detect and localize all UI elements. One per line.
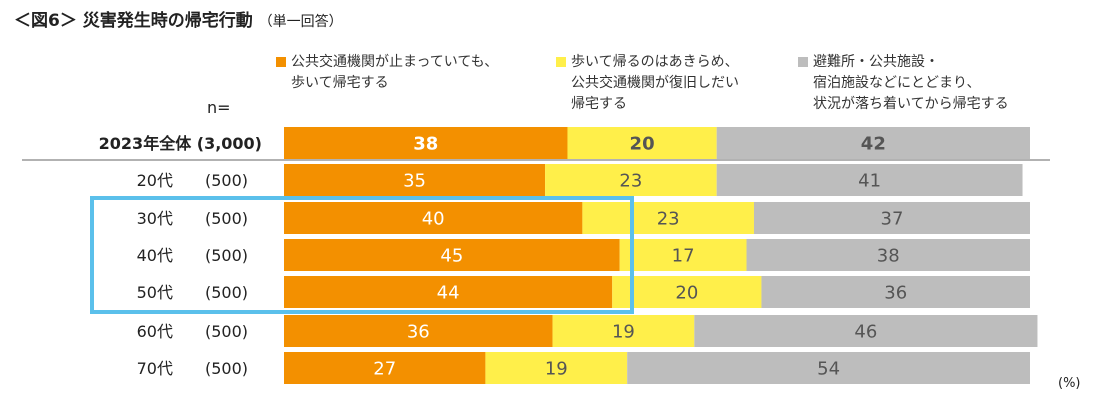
legend-swatch (556, 57, 566, 67)
data-label: 37 (881, 209, 904, 230)
category-label: 60代 (137, 322, 173, 341)
legend-item-walk-home: 公共交通機関が止まっていても、 歩いて帰宅する (276, 52, 498, 94)
data-label: 45 (440, 246, 463, 267)
category-label: 50代 (137, 283, 173, 302)
bar-segment (284, 164, 546, 196)
legend-label: 公共交通機関が止まっていても、 歩いて帰宅する (291, 54, 499, 91)
n-label: n= (207, 98, 231, 117)
bar-segment (545, 164, 717, 196)
sample-size-label: (500) (205, 359, 248, 378)
data-label: 54 (817, 359, 840, 380)
data-label: 42 (861, 134, 886, 155)
sample-size-label: (500) (205, 283, 248, 302)
data-label: 27 (373, 359, 396, 380)
data-label: 44 (437, 283, 460, 304)
bar-segment (284, 276, 613, 308)
sample-size-label: (500) (205, 246, 248, 265)
chart-title: ＜図6＞ 災害発生時の帰宅行動 （単一回答） (14, 6, 343, 31)
legend-label: 避難所・公共施設・ 宿泊施設などにとどまり、 状況が落ち着いてから帰宅する (813, 54, 1009, 112)
bar-segment (284, 239, 620, 271)
data-label: 23 (657, 209, 680, 230)
legend-swatch (276, 57, 286, 67)
data-label: 38 (413, 134, 438, 155)
bar-segment (716, 127, 1030, 159)
bar-segment (284, 202, 583, 234)
data-label: 36 (884, 283, 907, 304)
category-label: 2023年全体 (3,000) (99, 134, 262, 153)
bar-segment (582, 202, 754, 234)
data-label: 17 (672, 246, 695, 267)
legend-label: 歩いて帰るのはあきらめ、 公共交通機関が復旧しだい 帰宅する (571, 54, 739, 112)
bar-segment (619, 239, 747, 271)
data-label: 19 (545, 359, 568, 380)
sample-size-label: (500) (205, 322, 248, 341)
bar-segment (284, 315, 553, 347)
category-label: 70代 (137, 359, 173, 378)
data-label: 23 (619, 171, 642, 192)
bar-segment (753, 202, 1030, 234)
chart-subtitle: （単一回答） (258, 14, 343, 30)
data-label: 19 (612, 322, 635, 343)
category-label: 20代 (137, 171, 173, 190)
bar-segment (567, 127, 717, 159)
legend-item-stay-shelter: 避難所・公共施設・ 宿泊施設などにとどまり、 状況が落ち着いてから帰宅する (798, 52, 1009, 115)
category-label: 40代 (137, 246, 173, 265)
sample-size-label: (500) (205, 209, 248, 228)
bar-segment (284, 352, 486, 384)
highlight-box (90, 196, 634, 314)
bar-segment (612, 276, 762, 308)
data-label: 35 (403, 171, 426, 192)
sample-size-label: (500) (205, 171, 248, 190)
bar-segment (761, 276, 1030, 308)
chart-title-text: ＜図6＞ 災害発生時の帰宅行動 (14, 11, 253, 31)
data-label: 20 (675, 283, 698, 304)
bar-segment (746, 239, 1030, 271)
data-label: 46 (854, 322, 877, 343)
unit-label: (%) (1058, 376, 1081, 391)
legend-swatch (798, 57, 808, 67)
bar-segment (627, 352, 1030, 384)
data-label: 40 (422, 209, 445, 230)
bar-segment (716, 164, 1023, 196)
data-label: 36 (407, 322, 430, 343)
legend-item-wait-transit: 歩いて帰るのはあきらめ、 公共交通機関が復旧しだい 帰宅する (556, 52, 739, 115)
bar-segment (552, 315, 695, 347)
category-label: 30代 (137, 209, 173, 228)
data-label: 38 (877, 246, 900, 267)
bar-segment (485, 352, 628, 384)
bar-segment (284, 127, 568, 159)
data-label: 41 (858, 171, 881, 192)
data-label: 20 (630, 134, 655, 155)
bar-segment (694, 315, 1038, 347)
